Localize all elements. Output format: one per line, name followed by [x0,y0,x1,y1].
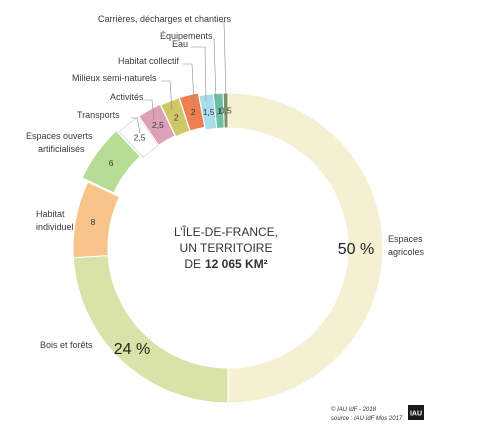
slice-value-2: 24 % [114,341,150,358]
slice-label-1-line-2: agricoles [388,247,425,257]
slice-value-3: 8 [91,217,96,227]
donut-slice-4 [81,130,141,194]
slice-value-4: 6 [109,158,114,168]
center-title: L’ÎLE-DE-FRANCE, UN TERRITOIRE DE 12 065 … [174,224,278,271]
leader-line-7 [161,80,173,111]
slice-value-7: 2 [174,112,179,122]
slice-label-3-line-1: Habitat [36,209,65,219]
center-title-line-3: DE 12 065 KM² [184,257,267,271]
leader-line-5 [131,117,141,134]
leader-line-11 [220,21,227,99]
credit-source: source : IAU îdF Mos 2017 [331,416,403,422]
slice-value-11: 0,5 [220,106,232,116]
donut-slice-1 [227,92,384,404]
credits: © IAU îdF - 2018 source : IAU îdF Mos 20… [331,405,424,422]
slice-value-6: 2,5 [152,120,164,130]
slice-label-7: Milieux semi-naturels [72,73,157,83]
iau-logo-text: IAU [410,411,422,418]
donut-slice-3 [72,181,121,259]
slice-label-5: Transports [77,110,120,120]
slice-label-10: Équipements [160,31,213,41]
leader-line-9 [190,46,207,102]
slice-value-8: 2 [191,107,196,117]
leader-line-6 [144,99,155,121]
donut-slice-2 [72,255,229,404]
slice-category-labels: Espaces agricoles Bois et forêts Habitat ind… [26,14,425,350]
slice-label-9: Eau [172,39,188,49]
center-title-line-2: UN TERRITOIRE [180,241,273,255]
slice-label-8: Habitat collectif [118,56,180,66]
slice-label-11: Carrières, décharges et chantiers [98,14,232,24]
leader-line-10 [213,38,217,100]
donut-slice-11 [222,92,229,129]
donut-slice-5 [118,115,159,159]
slice-label-4-line-2: artificialisés [38,144,85,154]
center-title-line-1: L’ÎLE-DE-FRANCE, [174,224,278,239]
credit-copyright: © IAU îdF - 2018 [331,406,377,413]
slice-value-5: 2,5 [134,133,146,143]
leader-lines [131,21,227,134]
donut-slices [72,92,384,404]
iau-logo [408,405,424,420]
donut-slice-6 [138,103,176,146]
center-title-prefix: DE [184,257,201,271]
slice-value-9: 1,5 [203,107,215,117]
slice-value-1: 50 % [338,241,374,258]
slice-label-4-line-1: Espaces ouverts [26,131,93,141]
slice-label-2: Bois et forêts [40,340,93,350]
leader-line-8 [183,63,195,105]
slice-value-labels: 50 % 24 % 8 6 2,5 2,5 2 2 1,5 10,5 [91,106,375,358]
center-title-area: 12 065 KM² [205,257,268,271]
slice-label-3-line-2: individuel [36,222,74,232]
slice-label-6: Activités [110,92,144,102]
slice-value-10: 1 [217,106,222,116]
slice-label-1-line-1: Espaces [388,234,423,244]
